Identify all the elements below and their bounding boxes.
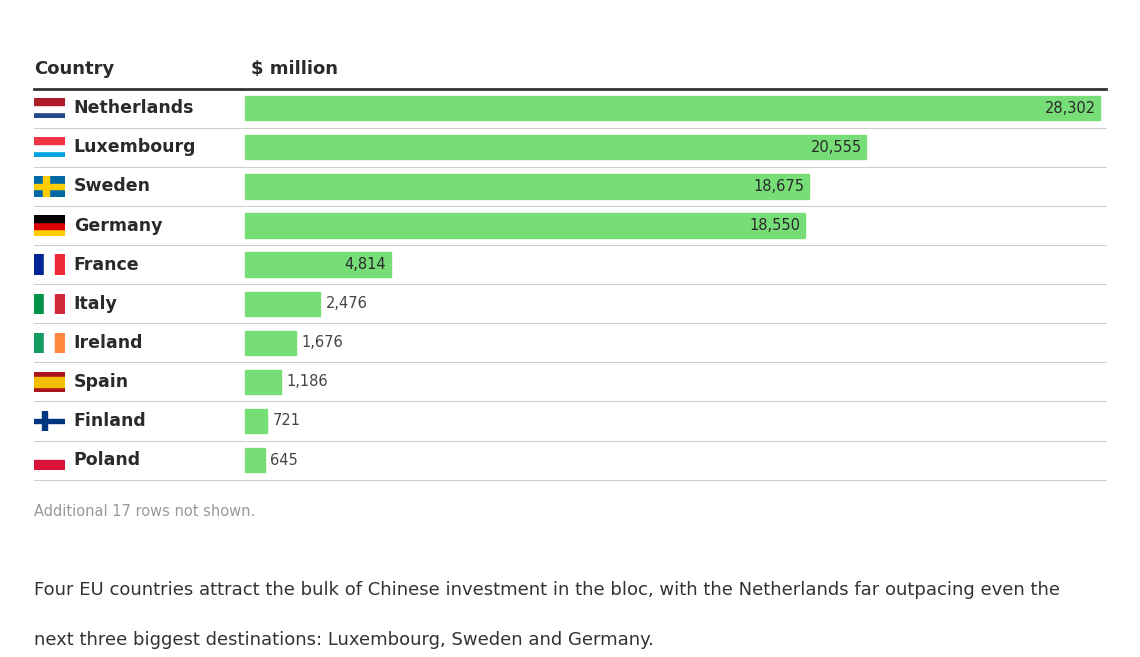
Text: 1,676: 1,676 bbox=[301, 335, 343, 350]
Text: 18,550: 18,550 bbox=[750, 218, 801, 233]
Bar bbox=[34, 419, 65, 423]
Text: 4,814: 4,814 bbox=[344, 257, 386, 272]
Bar bbox=[34, 332, 44, 353]
Bar bbox=[44, 332, 55, 353]
Bar bbox=[34, 144, 65, 150]
Text: 20,555: 20,555 bbox=[811, 140, 862, 155]
Text: 18,675: 18,675 bbox=[754, 179, 805, 194]
Text: Luxembourg: Luxembourg bbox=[74, 139, 196, 156]
Text: Sweden: Sweden bbox=[74, 177, 150, 195]
Text: Poland: Poland bbox=[74, 451, 141, 469]
Bar bbox=[42, 411, 48, 431]
Text: Spain: Spain bbox=[74, 373, 129, 391]
Text: France: France bbox=[74, 256, 139, 273]
Bar bbox=[34, 294, 44, 314]
Text: $ million: $ million bbox=[251, 60, 337, 78]
Bar bbox=[34, 137, 65, 144]
Text: Germany: Germany bbox=[74, 217, 162, 235]
Text: Country: Country bbox=[34, 60, 114, 78]
Text: Ireland: Ireland bbox=[74, 334, 144, 351]
Bar bbox=[34, 112, 65, 118]
Bar bbox=[34, 229, 65, 236]
Bar bbox=[55, 294, 65, 314]
Text: Italy: Italy bbox=[74, 295, 117, 313]
Bar bbox=[43, 176, 49, 196]
Bar bbox=[34, 450, 65, 460]
Text: 1,186: 1,186 bbox=[286, 374, 328, 390]
Text: Netherlands: Netherlands bbox=[74, 99, 194, 117]
Text: 2,476: 2,476 bbox=[326, 296, 367, 311]
Bar bbox=[34, 377, 65, 387]
Bar bbox=[34, 105, 65, 112]
Bar bbox=[55, 254, 65, 275]
Bar bbox=[34, 215, 65, 222]
Bar bbox=[55, 332, 65, 353]
Bar bbox=[34, 184, 65, 189]
Text: Four EU countries attract the bulk of Chinese investment in the bloc, with the N: Four EU countries attract the bulk of Ch… bbox=[34, 581, 1060, 599]
Bar bbox=[34, 460, 65, 470]
Text: Finland: Finland bbox=[74, 412, 147, 430]
Text: 28,302: 28,302 bbox=[1044, 101, 1096, 116]
Bar bbox=[34, 254, 44, 275]
Bar bbox=[34, 98, 65, 105]
Text: Additional 17 rows not shown.: Additional 17 rows not shown. bbox=[34, 504, 255, 519]
Bar bbox=[34, 222, 65, 229]
Text: 645: 645 bbox=[270, 453, 298, 468]
Text: next three biggest destinations: Luxembourg, Sweden and Germany.: next three biggest destinations: Luxembo… bbox=[34, 631, 654, 648]
Bar bbox=[44, 294, 55, 314]
Bar bbox=[44, 254, 55, 275]
Bar bbox=[34, 150, 65, 158]
Text: 721: 721 bbox=[272, 413, 301, 428]
